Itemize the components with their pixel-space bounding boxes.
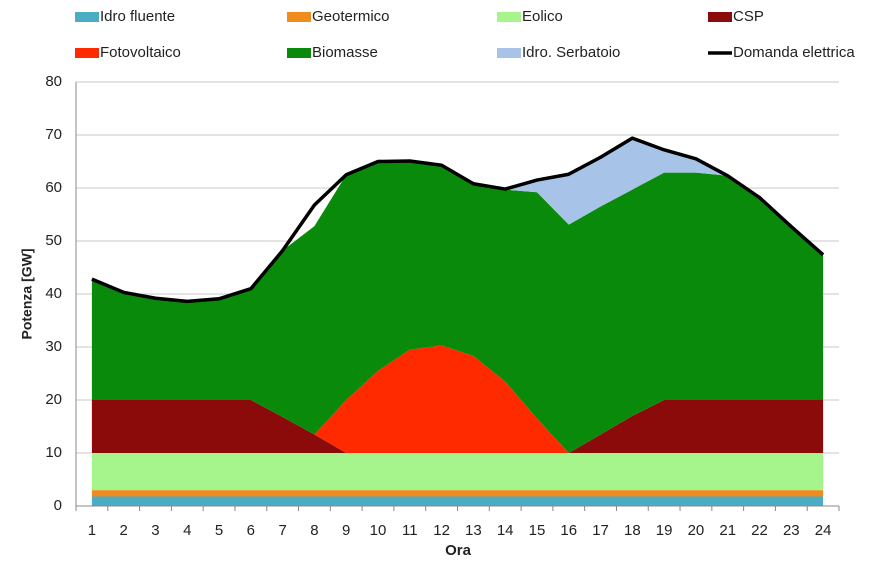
legend-swatch	[75, 48, 99, 58]
x-tick-label: 8	[310, 522, 318, 539]
x-tick-label: 16	[560, 522, 577, 539]
x-tick-label: 23	[783, 522, 800, 539]
area	[91, 490, 824, 497]
y-tick-label: 20	[45, 391, 62, 408]
x-tick-label: 24	[815, 522, 832, 539]
legend-swatch	[497, 12, 521, 22]
area	[91, 453, 824, 491]
x-tick-label: 18	[624, 522, 641, 539]
x-tick-label: 4	[183, 522, 191, 539]
y-tick-label: 10	[45, 444, 62, 461]
legend-swatch	[287, 12, 311, 22]
x-tick-label: 22	[751, 522, 768, 539]
x-tick-label: 21	[719, 522, 736, 539]
x-tick-label: 13	[465, 522, 482, 539]
x-tick-label: 3	[151, 522, 159, 539]
area	[91, 400, 824, 453]
legend-swatch	[287, 48, 311, 58]
legend-label: Geotermico	[312, 8, 390, 25]
x-tick-label: 5	[215, 522, 223, 539]
legend-label: Eolico	[522, 8, 563, 25]
y-axis-title: Potenza [GW]	[19, 249, 35, 340]
legend-label: Fotovoltaico	[100, 44, 181, 61]
y-tick-label: 0	[54, 497, 62, 514]
legend-label: CSP	[733, 8, 764, 25]
x-tick-label: 20	[688, 522, 705, 539]
x-tick-label: 2	[120, 522, 128, 539]
area	[91, 496, 824, 506]
x-tick-label: 7	[278, 522, 286, 539]
area	[91, 345, 824, 453]
x-tick-label: 14	[497, 522, 514, 539]
area	[91, 160, 824, 453]
demand-line	[91, 136, 825, 304]
x-tick-label: 1	[88, 522, 96, 539]
x-tick-label: 15	[529, 522, 546, 539]
y-tick-label: 50	[45, 232, 62, 249]
area	[91, 138, 824, 302]
x-axis-title: Ora	[445, 542, 472, 559]
x-tick-label: 19	[656, 522, 673, 539]
x-tick-label: 10	[370, 522, 387, 539]
legend-swatch	[708, 12, 732, 22]
x-tick-label: 11	[402, 522, 418, 539]
x-tick-label: 17	[592, 522, 609, 539]
y-tick-label: 40	[45, 285, 62, 302]
y-tick-label: 60	[45, 179, 62, 196]
legend-swatch	[75, 12, 99, 22]
y-tick-label: 30	[45, 338, 62, 355]
legend-label: Idro. Serbatoio	[522, 44, 620, 61]
x-tick-label: 9	[342, 522, 350, 539]
x-tick-label: 6	[247, 522, 255, 539]
legend-label: Biomasse	[312, 44, 378, 61]
legend-swatch	[497, 48, 521, 58]
legend-label: Idro fluente	[100, 8, 175, 25]
x-tick-label: 12	[433, 522, 450, 539]
legend-label: Domanda elettrica	[733, 44, 855, 61]
y-tick-label: 70	[45, 126, 62, 143]
y-tick-label: 80	[45, 73, 62, 90]
